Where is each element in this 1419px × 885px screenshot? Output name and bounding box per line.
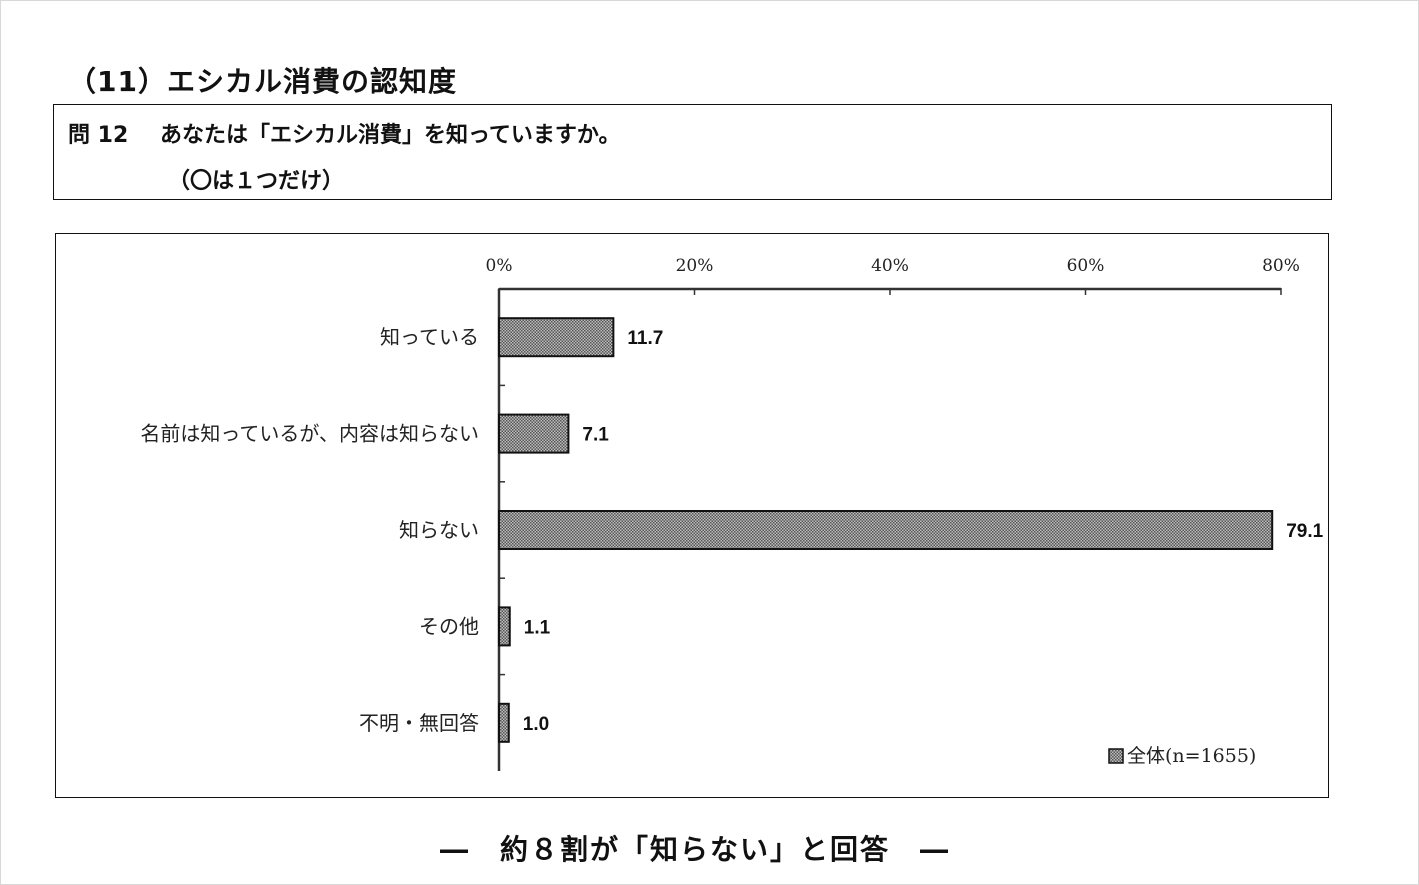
bar-data-label: 79.1 [1286, 521, 1323, 542]
chart-box: 0% 20% 40% 60% 80% 11.7 知っている 7.1 名前は知っているが、内容は知… [55, 233, 1329, 798]
bar [498, 413, 570, 454]
bar-chart: 0% 20% 40% 60% 80% 11.7 知っている 7.1 名前は知っているが、内容は知… [140, 256, 1324, 771]
bar-data-label: 7.1 [582, 425, 609, 446]
section-title: （11）エシカル消費の認知度 [68, 65, 457, 98]
question-text: あなたは「エシカル消費」を知っていますか。 [160, 123, 621, 148]
x-tick-label: 0% [486, 256, 513, 276]
category-label: その他 [419, 614, 479, 638]
legend-label: 全体(n=1655) [1127, 745, 1256, 767]
conclusion-text: ― 約８割が「知らない」と回答 ― [439, 833, 950, 866]
bar [498, 606, 511, 647]
category-label: 不明・無回答 [359, 711, 479, 735]
bar [498, 510, 1274, 550]
x-tick-label: 60% [1067, 256, 1105, 276]
bar-data-label: 1.1 [524, 617, 551, 638]
x-tick-label: 80% [1262, 256, 1300, 276]
bar-data-label: 1.0 [523, 714, 549, 735]
question-box: 問 12 あなたは「エシカル消費」を知っていますか。 （〇は１つだけ） [53, 104, 1332, 200]
legend-swatch [1108, 748, 1124, 764]
question-number: 問 12 [68, 123, 129, 148]
x-tick-label: 20% [676, 256, 714, 276]
category-label: 知っている [380, 325, 479, 349]
bar-data-label: 11.7 [627, 328, 663, 349]
x-tick-label: 40% [871, 256, 909, 276]
bar [498, 317, 615, 358]
question-note: （〇は１つだけ） [168, 169, 345, 194]
bar [498, 702, 510, 743]
category-label: 名前は知っているが、内容は知らない [140, 422, 479, 446]
category-label: 知らない [399, 518, 479, 542]
